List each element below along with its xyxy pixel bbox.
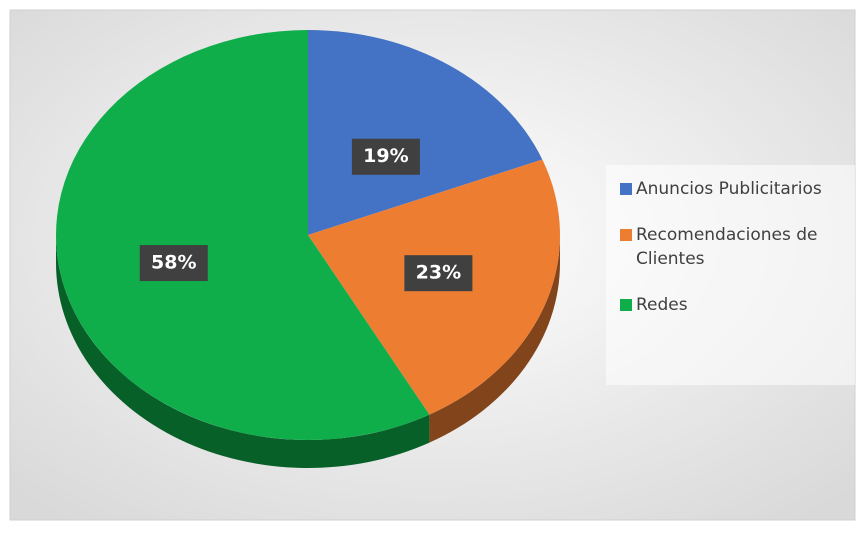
legend-label: Recomendaciones de Clientes [636, 225, 818, 269]
legend-item: Anuncios Publicitarios [620, 177, 849, 201]
legend-swatch [620, 183, 632, 195]
data-label-box [139, 245, 208, 282]
legend-label: Redes [636, 295, 688, 315]
data-label: 23% [416, 262, 461, 284]
data-label-box [351, 138, 420, 175]
pie-slice [55, 30, 430, 441]
legend-swatch [620, 299, 632, 311]
pie-side [56, 235, 430, 468]
pie-side [429, 235, 560, 443]
pie: 19% 23% 58% [55, 30, 560, 468]
legend-item: Redes [620, 293, 849, 317]
legend: Anuncios Publicitarios Recomendaciones de… [606, 165, 855, 385]
data-label: 58% [151, 252, 196, 274]
pie-slice [308, 30, 543, 235]
data-label-box [404, 255, 473, 292]
legend-label: Anuncios Publicitarios [636, 179, 822, 199]
legend-swatch [620, 229, 632, 241]
data-label: 19% [363, 145, 408, 167]
legend-item: Recomendaciones de Clientes [620, 223, 849, 271]
